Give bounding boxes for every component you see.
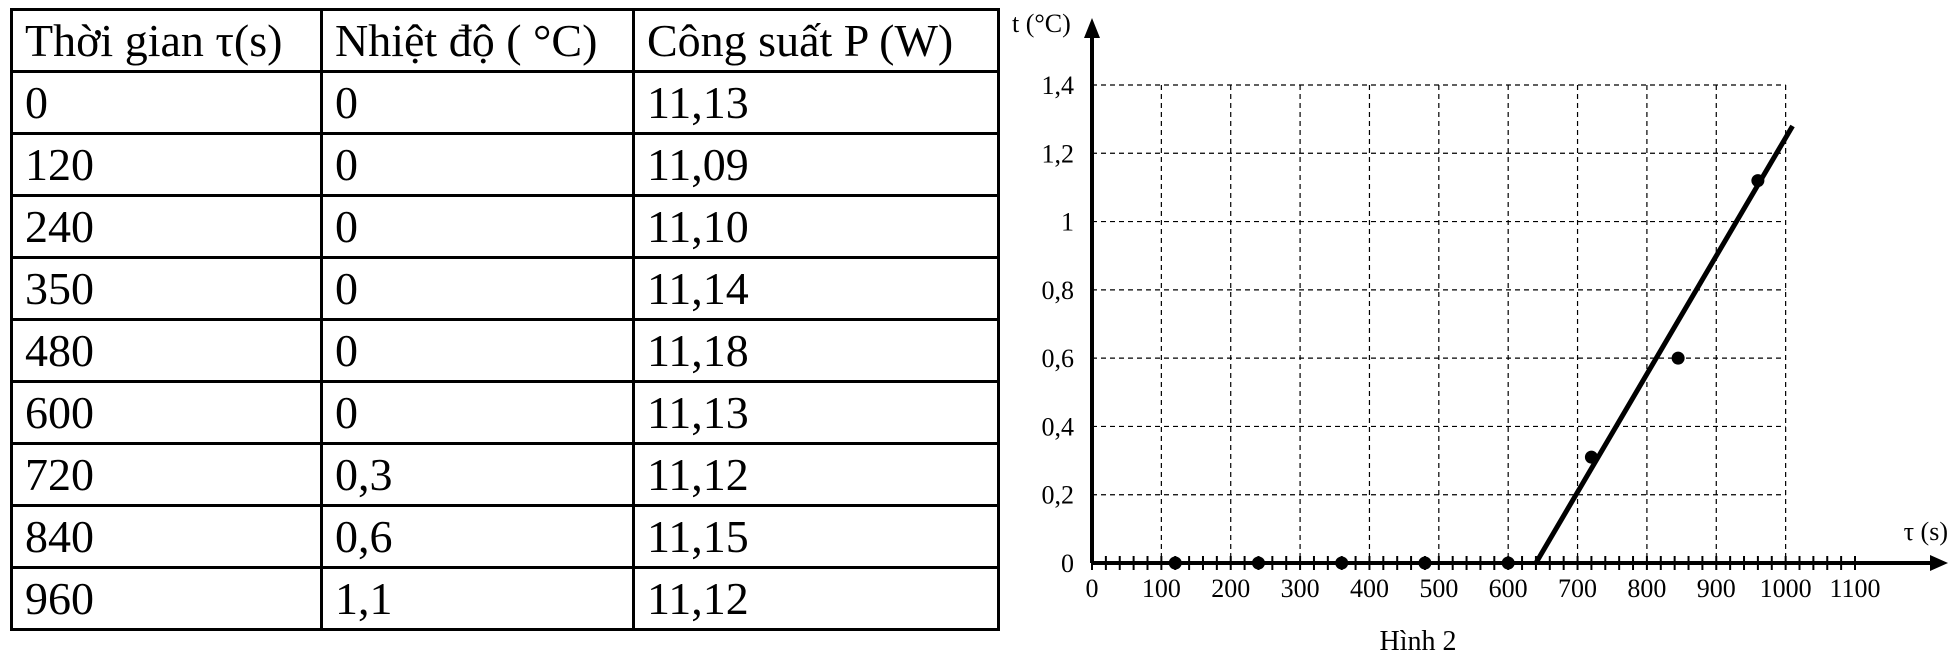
table-row: 960 1,1 11,12 (10, 566, 1000, 631)
x-tick-label: 200 (1211, 574, 1250, 603)
x-tick-label: 600 (1489, 574, 1528, 603)
y-tick-label: 0 (1061, 549, 1074, 578)
cell-power: 11,18 (632, 318, 1000, 383)
data-point (1751, 174, 1765, 188)
table-row: 120 0 11,09 (10, 132, 1000, 197)
x-tick-label: 700 (1558, 574, 1597, 603)
cell-time: 960 (10, 566, 323, 631)
cell-time: 480 (10, 318, 323, 383)
cell-temperature: 0 (320, 318, 635, 383)
data-point (1168, 556, 1182, 570)
data-point (1584, 450, 1598, 464)
x-tick-label: 1100 (1829, 574, 1880, 603)
cell-time: 240 (10, 194, 323, 259)
x-axis-arrow-icon (1930, 555, 1948, 571)
data-table: Thời gian τ(s) Nhiệt độ ( °C) Công suất … (10, 8, 1000, 631)
cell-time: 120 (10, 132, 323, 197)
cell-time: 720 (10, 442, 323, 507)
y-tick-label: 1,2 (1042, 139, 1075, 168)
cell-temperature: 0,3 (320, 442, 635, 507)
x-tick-label: 0 (1086, 574, 1099, 603)
table-row: 840 0,6 11,15 (10, 504, 1000, 569)
y-tick-label: 0,4 (1042, 412, 1075, 441)
data-point (1418, 556, 1432, 570)
y-axis-title: t (°C) (1012, 9, 1071, 38)
temperature-time-chart: 0 100 200 300 400 500 600 700 800 900 1000 1100 0 0,2… (1012, 9, 1948, 657)
y-tick-label: 0,2 (1042, 481, 1075, 510)
table-row: 600 0 11,13 (10, 380, 1000, 445)
cell-temperature: 0 (320, 132, 635, 197)
cell-temperature: 0 (320, 380, 635, 445)
cell-power: 11,09 (632, 132, 1000, 197)
x-tick-label: 900 (1697, 574, 1736, 603)
cell-temperature: 0 (320, 256, 635, 321)
table-row: 350 0 11,14 (10, 256, 1000, 321)
cell-time: 600 (10, 380, 323, 445)
data-point (1671, 351, 1685, 365)
data-point (1335, 556, 1349, 570)
y-axis-arrow-icon (1084, 18, 1100, 38)
header-power: Công suất P (W) (632, 8, 1000, 73)
table-row: 0 0 11,13 (10, 70, 1000, 135)
cell-temperature: 0,6 (320, 504, 635, 569)
x-tick-label: 100 (1142, 574, 1181, 603)
figure-caption: Hình 2 (1380, 626, 1457, 657)
fit-line (1533, 124, 1795, 565)
cell-power: 11,10 (632, 194, 1000, 259)
table-row: 240 0 11,10 (10, 194, 1000, 259)
y-tick-label: 1 (1061, 208, 1074, 237)
x-tick-label: 500 (1419, 574, 1458, 603)
cell-time: 350 (10, 256, 323, 321)
x-tick-label: 400 (1350, 574, 1389, 603)
y-tick-label: 0,6 (1042, 344, 1075, 373)
cell-power: 11,13 (632, 380, 1000, 445)
data-point (1501, 556, 1515, 570)
x-tick-label: 800 (1627, 574, 1666, 603)
cell-time: 0 (10, 70, 323, 135)
y-tick-label: 0,8 (1042, 276, 1075, 305)
y-tick-label: 1,4 (1042, 71, 1075, 100)
cell-power: 11,15 (632, 504, 1000, 569)
x-tick-label: 1000 (1760, 574, 1812, 603)
table-row: 720 0,3 11,12 (10, 442, 1000, 507)
cell-time: 840 (10, 504, 323, 569)
header-temperature: Nhiệt độ ( °C) (320, 8, 635, 73)
table-row: 480 0 11,18 (10, 318, 1000, 383)
table-header-row: Thời gian τ(s) Nhiệt độ ( °C) Công suất … (10, 8, 1000, 73)
x-axis-title: τ (s) (1904, 517, 1948, 546)
data-point (1251, 556, 1265, 570)
cell-temperature: 0 (320, 70, 635, 135)
cell-power: 11,14 (632, 256, 1000, 321)
cell-power: 11,12 (632, 442, 1000, 507)
cell-power: 11,13 (632, 70, 1000, 135)
cell-temperature: 1,1 (320, 566, 635, 631)
chart-area: 0 100 200 300 400 500 600 700 800 900 1000 1100 0 0,2… (1000, 0, 1953, 660)
header-time: Thời gian τ(s) (10, 8, 323, 73)
cell-power: 11,12 (632, 566, 1000, 631)
x-tick-label: 300 (1281, 574, 1320, 603)
cell-temperature: 0 (320, 194, 635, 259)
